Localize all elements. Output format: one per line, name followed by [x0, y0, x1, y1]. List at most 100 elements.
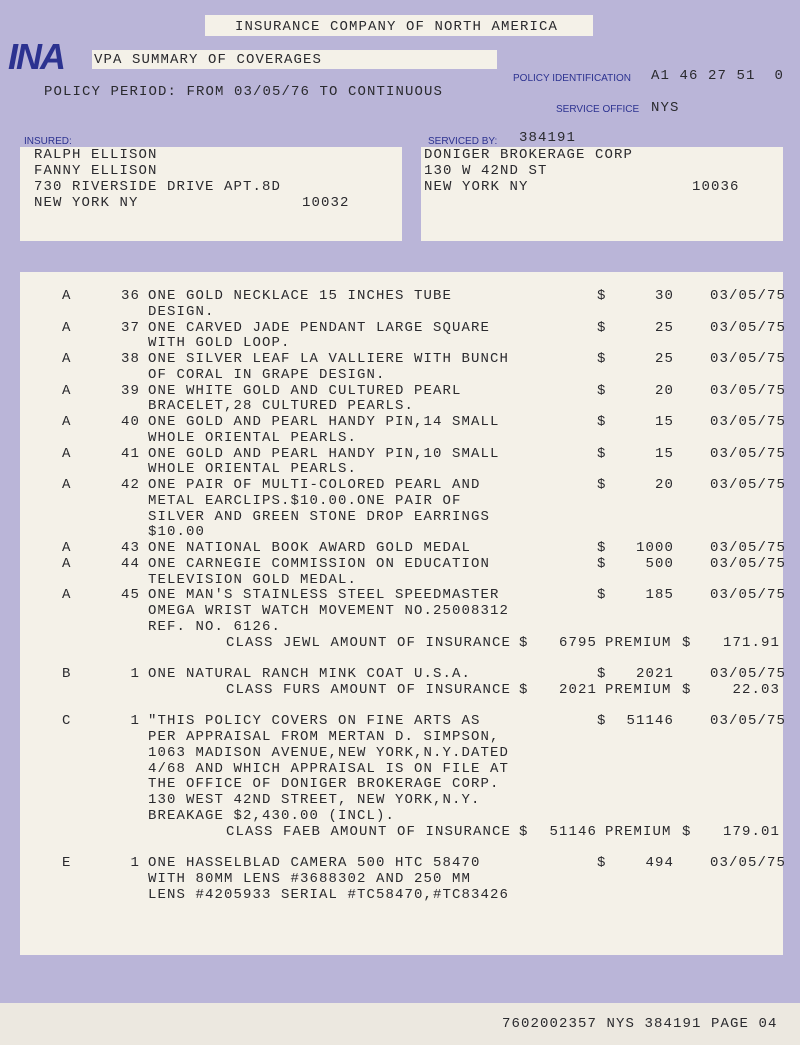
class-summary: CLASS FAEB AMOUNT OF INSURANCE	[226, 823, 512, 840]
item-description: WITH 80MM LENS #3688302 AND 250 MM	[148, 870, 472, 887]
item-description: ONE WHITE GOLD AND CULTURED PEARL	[148, 382, 462, 399]
item-number: 45	[120, 587, 140, 604]
insured-label: INSURED:	[24, 136, 72, 147]
insured-box	[20, 147, 402, 241]
insured-line: RALPH ELLISON	[34, 147, 158, 163]
item-dollar: $	[597, 351, 607, 367]
summary-amount: 2021	[558, 681, 597, 698]
item-amount: 15	[654, 445, 674, 462]
item-description: WITH GOLD LOOP.	[148, 335, 291, 352]
summary-amount: 51146	[549, 823, 597, 840]
item-class: A	[62, 555, 72, 572]
serviced-line: NEW YORK NY	[424, 179, 529, 195]
item-number: 38	[120, 351, 140, 367]
item-amount: 20	[654, 477, 674, 493]
item-description: BRACELET,28 CULTURED PEARLS.	[148, 398, 415, 415]
premium-dollar: $	[682, 823, 692, 840]
item-date: 03/05/75	[710, 855, 787, 871]
premium-label: PREMIUM	[605, 823, 672, 840]
item-description: WHOLE ORIENTAL PEARLS.	[148, 461, 358, 478]
item-description: METAL EARCLIPS.$10.00.ONE PAIR OF	[148, 492, 462, 509]
summary-dollar: $	[519, 823, 529, 840]
item-date: 03/05/75	[710, 477, 787, 493]
item-class: A	[62, 445, 72, 462]
serviced-box	[421, 147, 783, 241]
serviced-by-id: 384191	[519, 130, 577, 146]
footer-band	[0, 1003, 800, 1045]
item-dollar: $	[597, 713, 607, 730]
footer: 7602002357 NYS 384191 PAGE 04	[502, 1016, 778, 1032]
item-number: 40	[120, 414, 140, 430]
item-dollar: $	[597, 587, 607, 604]
item-amount: 20	[654, 382, 674, 399]
item-amount: 51146	[626, 713, 674, 730]
item-description: ONE NATIONAL BOOK AWARD GOLD MEDAL	[148, 540, 472, 556]
summary-dollar: $	[519, 634, 529, 651]
item-description: OMEGA WRIST WATCH MOVEMENT NO.25008312	[148, 603, 510, 619]
item-description: ONE NATURAL RANCH MINK COAT U.S.A.	[148, 666, 472, 682]
item-description: ONE PAIR OF MULTI-COLORED PEARL AND	[148, 477, 481, 493]
premium-label: PREMIUM	[605, 634, 672, 651]
item-description: SILVER AND GREEN STONE DROP EARRINGS	[148, 508, 491, 525]
item-number: 36	[120, 288, 140, 304]
item-description: 130 WEST 42ND STREET, NEW YORK,N.Y.	[148, 792, 481, 808]
item-dollar: $	[597, 477, 607, 493]
item-description: REF. NO. 6126.	[148, 618, 282, 635]
company-title: INSURANCE COMPANY OF NORTH AMERICA	[235, 19, 559, 35]
item-description: PER APPRAISAL FROM MERTAN D. SIMPSON,	[148, 729, 500, 745]
item-description: TELEVISION GOLD MEDAL.	[148, 571, 358, 588]
item-description: ONE SILVER LEAF LA VALLIERE WITH BUNCH	[148, 351, 510, 367]
item-number: 37	[120, 319, 140, 336]
item-class: A	[62, 382, 72, 399]
item-class: A	[62, 288, 72, 304]
serviced-zip: 10036	[692, 179, 740, 195]
item-description: ONE GOLD AND PEARL HANDY PIN,10 SMALL	[148, 445, 500, 462]
item-description: ONE HASSELBLAD CAMERA 500 HTC 58470	[148, 855, 481, 871]
item-description: ONE GOLD NECKLACE 15 INCHES TUBE	[148, 288, 453, 304]
premium: 22.03	[732, 681, 780, 698]
item-amount: 25	[654, 351, 674, 367]
item-amount: 500	[645, 555, 674, 572]
insured-line: NEW YORK NY	[34, 195, 139, 211]
item-number: 1	[130, 713, 140, 730]
item-description: ONE MAN'S STAINLESS STEEL SPEEDMASTER	[148, 587, 500, 604]
summary-dollar: $	[519, 681, 529, 698]
item-dollar: $	[597, 855, 607, 871]
insured-zip: 10032	[302, 195, 350, 211]
item-class: A	[62, 587, 72, 604]
item-date: 03/05/75	[710, 587, 787, 604]
item-date: 03/05/75	[710, 351, 787, 367]
item-description: LENS #4205933 SERIAL #TC58470,#TC83426	[148, 886, 510, 903]
item-dollar: $	[597, 666, 607, 682]
item-class: C	[62, 713, 72, 730]
item-class: A	[62, 351, 72, 367]
item-amount: 15	[654, 414, 674, 430]
item-class: A	[62, 414, 72, 430]
insured-line: 730 RIVERSIDE DRIVE APT.8D	[34, 179, 282, 195]
service-office-label: SERVICE OFFICE	[556, 104, 640, 115]
item-class: A	[62, 319, 72, 336]
item-class: A	[62, 540, 72, 556]
item-amount: 25	[654, 319, 674, 336]
item-amount: 30	[654, 288, 674, 304]
item-amount: 494	[645, 855, 674, 871]
policy-id-label: POLICY IDENTIFICATION	[513, 73, 631, 84]
item-number: 39	[120, 382, 140, 399]
item-description: ONE GOLD AND PEARL HANDY PIN,14 SMALL	[148, 414, 500, 430]
item-date: 03/05/75	[710, 445, 787, 462]
serviced-line: 130 W 42ND ST	[424, 163, 548, 179]
item-number: 42	[120, 477, 140, 493]
item-description: BREAKAGE $2,430.00 (INCL).	[148, 807, 396, 824]
policy-period: POLICY PERIOD: FROM 03/05/76 TO CONTINUO…	[44, 84, 444, 100]
item-description: ONE CARNEGIE COMMISSION ON EDUCATION	[148, 555, 491, 572]
premium: 179.01	[722, 823, 780, 840]
class-summary: CLASS FURS AMOUNT OF INSURANCE	[226, 681, 512, 698]
serviced-line: DONIGER BROKERAGE CORP	[424, 147, 634, 163]
item-date: 03/05/75	[710, 540, 787, 556]
item-dollar: $	[597, 288, 607, 304]
item-description: THE OFFICE OF DONIGER BROKERAGE CORP.	[148, 776, 500, 793]
serviced-by-label: SERVICED BY:	[428, 136, 498, 147]
item-amount: 1000	[635, 540, 674, 556]
item-number: 43	[120, 540, 140, 556]
